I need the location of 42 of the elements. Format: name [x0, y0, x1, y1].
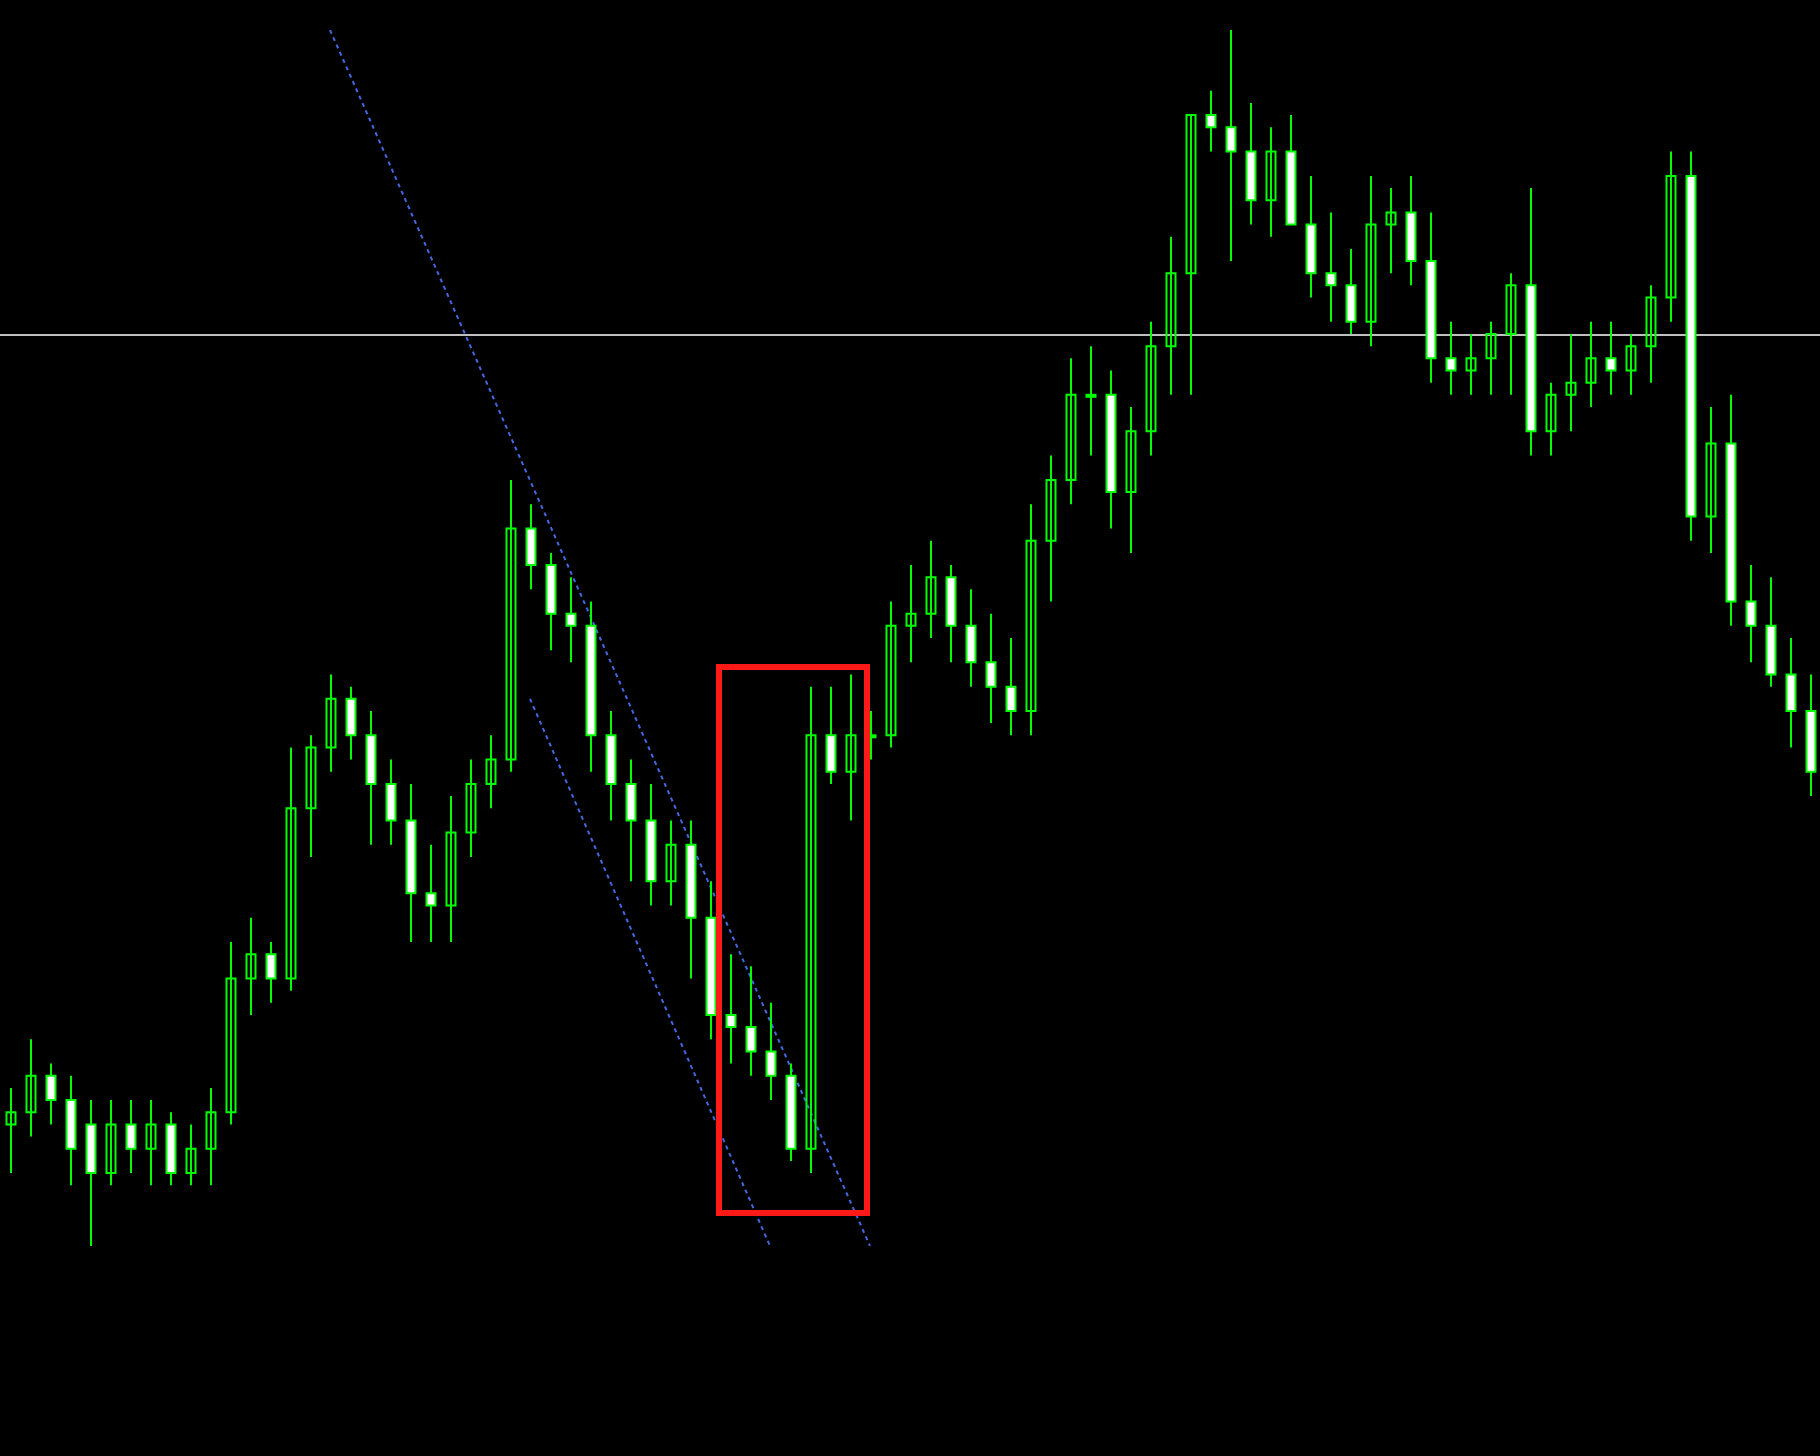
candlestick — [205, 1086, 217, 1187]
candlestick — [1645, 284, 1657, 384]
candlestick — [1085, 345, 1097, 457]
candlestick — [665, 819, 677, 907]
candlestick — [1665, 150, 1677, 323]
candlestick — [5, 1086, 17, 1175]
candlestick — [1705, 405, 1717, 554]
candlestick — [145, 1099, 157, 1187]
candlestick — [1145, 320, 1157, 457]
candlestick — [505, 478, 517, 773]
candlestick — [885, 600, 897, 749]
candlestick — [1365, 174, 1377, 348]
candlestick — [1485, 320, 1497, 396]
candlestick — [845, 673, 857, 822]
candlestick — [245, 916, 257, 1016]
candlestick — [905, 564, 917, 664]
candlestick — [1465, 333, 1477, 396]
candlestick — [465, 758, 477, 858]
candlestick — [1585, 320, 1597, 408]
candlestick — [1185, 114, 1197, 396]
candlestick — [925, 539, 937, 639]
candlestick — [1505, 272, 1517, 396]
candlestick — [185, 1123, 197, 1187]
candlestick — [325, 673, 337, 773]
candlestick — [1625, 333, 1637, 396]
candlestick — [1045, 454, 1057, 603]
candlestick — [1025, 503, 1037, 737]
candlestick — [1125, 405, 1137, 554]
candlestick — [105, 1099, 117, 1187]
candlestick — [1265, 126, 1277, 238]
candlestick — [1165, 235, 1177, 396]
candlestick — [1065, 357, 1077, 506]
candlestick — [1565, 333, 1577, 433]
candlestick — [485, 734, 497, 810]
candlestick — [225, 941, 237, 1126]
candlestick — [305, 734, 317, 858]
candlestick — [445, 795, 457, 943]
candlestick — [25, 1038, 37, 1138]
candlestick — [285, 746, 297, 992]
candlestick — [1385, 187, 1397, 275]
candlestick — [805, 685, 817, 1175]
candlestick — [1545, 381, 1557, 457]
